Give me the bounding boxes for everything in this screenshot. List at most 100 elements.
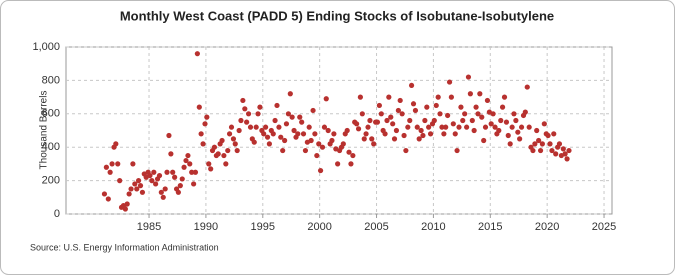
- data-point: [340, 141, 346, 147]
- data-point: [553, 151, 559, 157]
- data-point: [547, 141, 553, 147]
- data-point: [369, 136, 375, 142]
- data-point: [537, 147, 544, 154]
- x-tick-label: 2025: [592, 221, 616, 233]
- data-point: [416, 136, 422, 142]
- data-point: [295, 131, 301, 137]
- data-point: [170, 169, 176, 175]
- data-point: [507, 141, 513, 147]
- data-point: [484, 97, 491, 104]
- data-point: [139, 189, 146, 195]
- data-point: [185, 152, 191, 159]
- data-point: [424, 104, 430, 110]
- data-point: [194, 51, 200, 57]
- data-point: [498, 117, 504, 124]
- data-point: [460, 117, 466, 124]
- data-point: [357, 94, 363, 100]
- data-point: [234, 147, 240, 154]
- data-point: [109, 161, 115, 167]
- data-point: [513, 117, 519, 124]
- data-point: [518, 124, 525, 130]
- data-point: [551, 131, 557, 137]
- data-point: [376, 102, 382, 109]
- data-point: [251, 139, 257, 145]
- data-point: [232, 141, 238, 147]
- data-point: [422, 117, 428, 124]
- data-point: [401, 132, 407, 139]
- data-point: [399, 111, 405, 117]
- data-point: [153, 181, 159, 187]
- data-point: [319, 144, 326, 150]
- data-point: [397, 97, 403, 104]
- data-point: [323, 96, 329, 102]
- data-point: [446, 79, 453, 85]
- data-point: [175, 189, 181, 195]
- data-point: [473, 104, 479, 110]
- data-point: [113, 141, 119, 147]
- data-point: [515, 129, 521, 135]
- y-tick-label: 1,000: [32, 41, 60, 53]
- data-point: [562, 151, 568, 157]
- data-point: [263, 124, 269, 130]
- data-point: [367, 117, 373, 124]
- data-point: [354, 121, 360, 127]
- data-point: [183, 157, 189, 164]
- data-point: [503, 119, 510, 125]
- data-point: [464, 124, 470, 130]
- data-point: [228, 124, 235, 130]
- y-tick-label: 0: [54, 208, 60, 220]
- data-point: [371, 141, 377, 147]
- data-point: [158, 189, 164, 195]
- data-point: [505, 132, 511, 139]
- data-point: [247, 124, 254, 130]
- data-point: [405, 124, 411, 130]
- data-point: [355, 126, 362, 132]
- data-point: [412, 107, 419, 114]
- data-point: [564, 156, 570, 162]
- data-point: [189, 169, 195, 175]
- data-point: [270, 131, 276, 137]
- data-point: [378, 111, 384, 117]
- data-point: [310, 107, 316, 114]
- data-point: [435, 94, 441, 100]
- data-point: [439, 124, 445, 130]
- data-point: [225, 147, 231, 154]
- data-point: [433, 102, 439, 109]
- data-point: [253, 124, 259, 130]
- data-point: [105, 196, 111, 202]
- data-point: [134, 186, 140, 192]
- data-point: [346, 149, 352, 155]
- data-point: [441, 131, 447, 137]
- plot-area: [65, 46, 613, 215]
- x-tick-label: 1985: [137, 221, 161, 233]
- data-point: [162, 186, 168, 192]
- data-point: [418, 127, 424, 134]
- data-point: [202, 121, 208, 127]
- data-point: [177, 183, 183, 189]
- data-point: [219, 137, 225, 144]
- data-point: [308, 137, 314, 144]
- data-point: [566, 147, 572, 154]
- data-point: [541, 121, 547, 127]
- data-point: [536, 137, 542, 144]
- x-tick-label: 2015: [478, 221, 502, 233]
- data-point: [179, 176, 185, 182]
- data-point: [479, 114, 485, 120]
- data-point: [266, 141, 272, 147]
- data-point: [530, 147, 536, 154]
- data-point: [403, 147, 409, 154]
- data-point: [477, 91, 483, 97]
- data-point: [297, 114, 303, 120]
- data-point: [524, 84, 530, 90]
- data-point: [426, 124, 432, 130]
- data-point: [363, 131, 369, 137]
- data-point: [414, 124, 420, 130]
- data-point: [437, 111, 443, 117]
- data-point: [482, 124, 489, 130]
- data-point: [172, 174, 178, 180]
- y-axis-label: Thousand Barrels: [39, 91, 50, 170]
- data-point: [374, 119, 381, 125]
- data-point: [204, 114, 210, 120]
- data-point: [467, 91, 473, 97]
